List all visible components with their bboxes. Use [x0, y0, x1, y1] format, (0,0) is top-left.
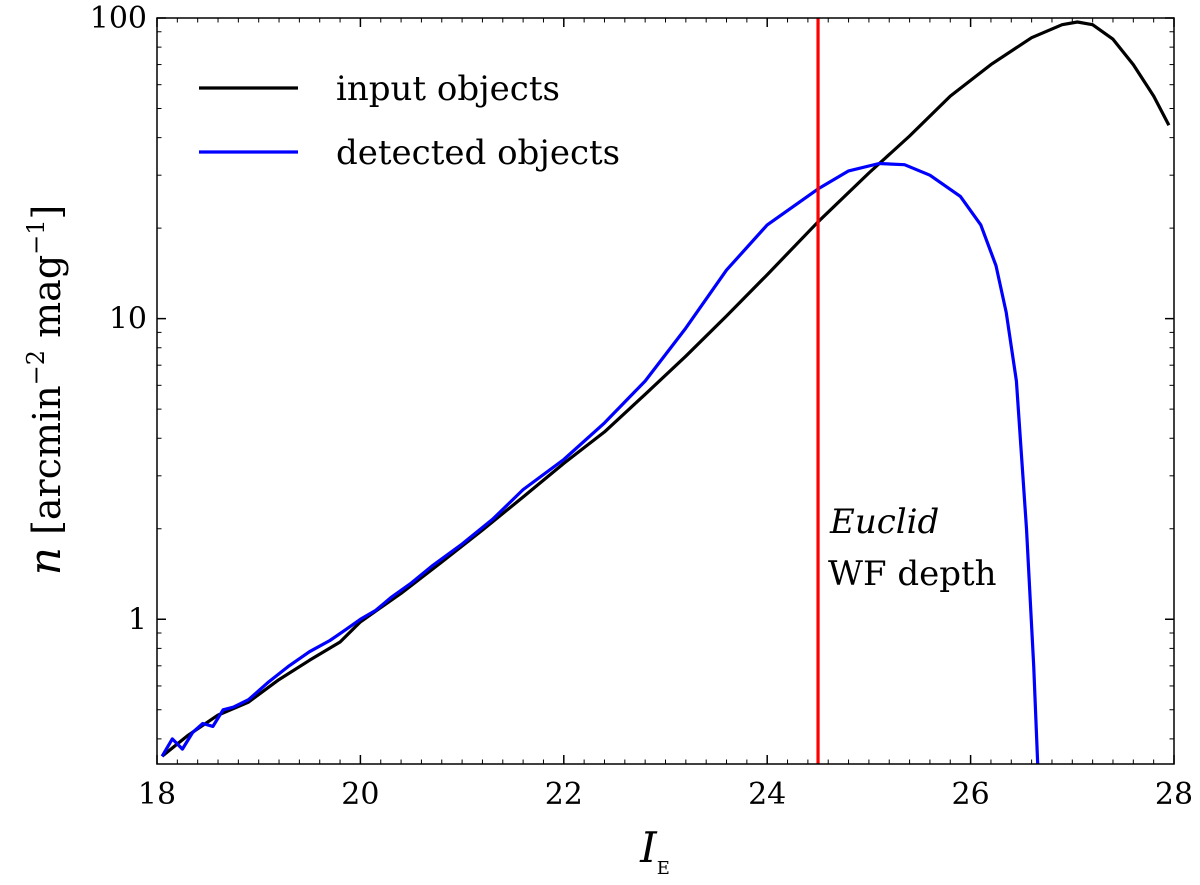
series-line-0	[161, 20, 1171, 758]
y-tick-label: 1	[128, 602, 147, 637]
legend: input objects detected objects	[199, 69, 620, 173]
threshold-label-line2: WF depth	[828, 554, 997, 594]
series-layer	[160, 20, 1171, 765]
y-axis-label-unit-close: ]	[25, 205, 69, 220]
y-tick-label: 10	[109, 302, 147, 337]
plot-area	[157, 18, 1174, 764]
x-tick-label: 22	[545, 777, 583, 812]
y-axis-label-exp1: −2	[22, 350, 50, 385]
y-axis-label: n [arcmin−2 mag−1]	[20, 205, 71, 576]
x-tick-label: 26	[952, 777, 990, 812]
legend-label-0: input objects	[336, 69, 560, 109]
x-tick-label: 28	[1155, 777, 1193, 812]
threshold-label-line1: Euclid	[829, 502, 939, 542]
y-tick-label: 100	[90, 1, 147, 36]
y-axis-label-var: n	[20, 547, 71, 575]
x-tick-label: 18	[138, 777, 176, 812]
legend-label-1: detected objects	[336, 133, 620, 173]
x-axis-label: IE	[639, 823, 670, 879]
y-axis-label-unit-open: [arcmin	[25, 385, 69, 535]
axes-layer: 18 20 22 24 26 28 1 10 100	[90, 1, 1193, 812]
x-tick-label: 24	[748, 777, 786, 812]
y-axis-label-unit-mid: mag	[25, 255, 69, 350]
x-axis-label-subscript: E	[657, 858, 670, 879]
x-axis-label-main: I	[639, 823, 658, 872]
x-tick-label: 20	[341, 777, 379, 812]
y-axis-label-exp2: −1	[22, 219, 50, 254]
plot-background	[157, 18, 1174, 764]
series-line-1	[160, 161, 1040, 765]
